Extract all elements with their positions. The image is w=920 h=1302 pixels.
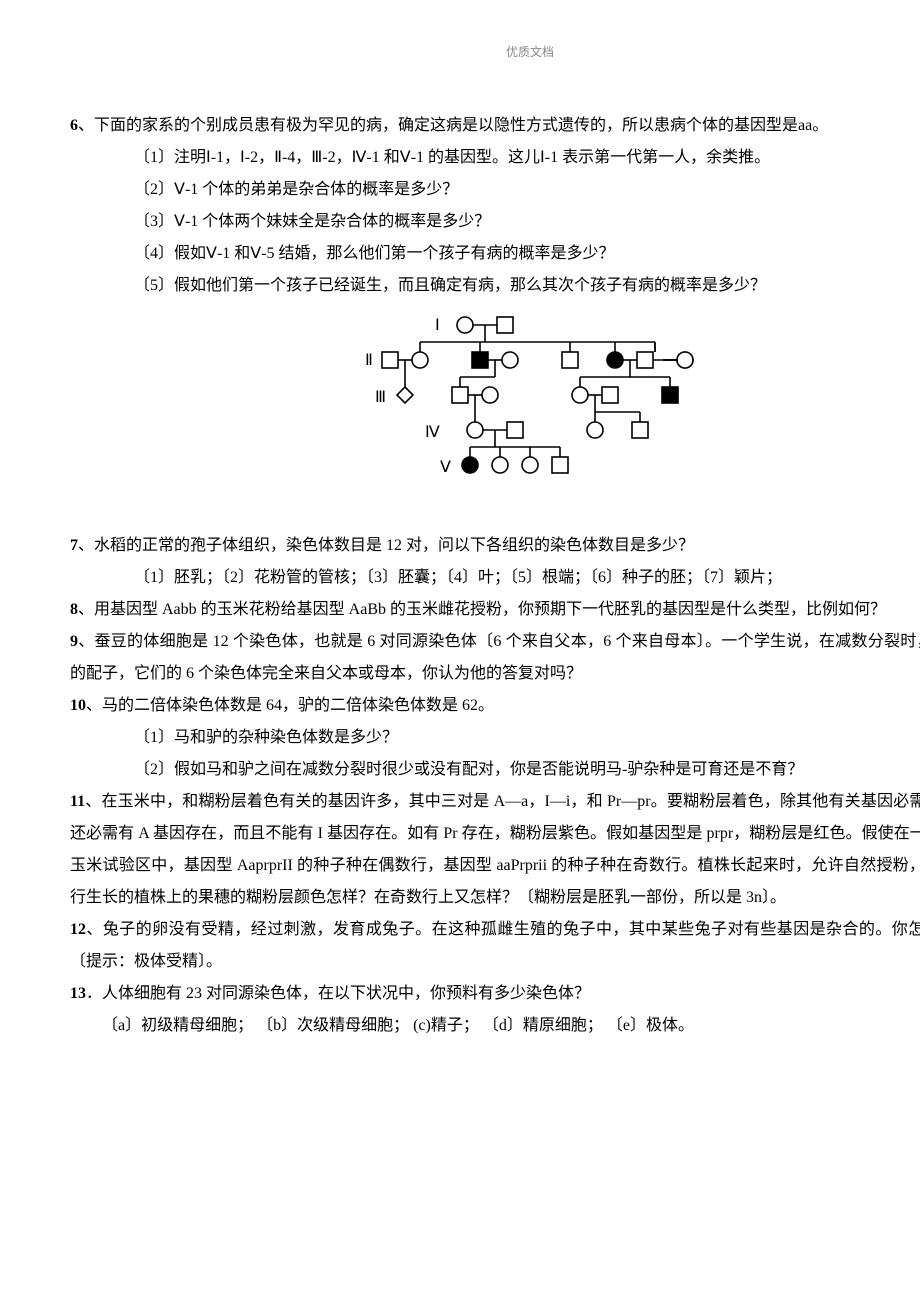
q13-main: 13．人体细胞有 23 对同源染色体，在以下状况中，你预料有多少染色体？ [70,978,920,1010]
iv-3-circle [587,422,603,438]
iii-2-square [452,387,468,403]
q10-sub2: 〔2〕假如马和驴之间在减数分裂时很少或没有配对，你是否能说明马-驴杂种是可育还是… [70,754,920,786]
q13-sub: 〔a〕初级精母细胞； 〔b〕次级精母细胞； (c)精子； 〔d〕精原细胞； 〔e… [70,1010,920,1042]
iii-1-diamond [397,387,413,403]
v-2-circle [492,457,508,473]
q13-text: ．人体细胞有 23 对同源染色体，在以下状况中，你预料有多少染色体？ [86,985,590,1002]
q12-num: 12 [70,921,86,938]
ii-4-circle [502,352,518,368]
gen-2-label: Ⅱ [365,352,373,369]
iv-1-circle [467,422,483,438]
page-header: 优质文档 [70,40,920,64]
gen-3-label: Ⅲ [375,389,386,406]
v-3-circle [522,457,538,473]
iii-5-square [602,387,618,403]
q6-sub3: 〔3〕Ⅴ-1 个体两个妹妹全是杂合体的概率是多少？ [70,206,920,238]
pedigree-svg: Ⅰ Ⅱ Ⅲ Ⅳ [320,310,740,510]
ii-1-square [382,352,398,368]
q7-num: 7 [70,537,78,554]
q6-num: 6 [70,117,78,134]
gen-1-label: Ⅰ [435,317,440,334]
v-1-circle-affected [462,457,478,473]
gen-4-label: Ⅳ [425,424,440,441]
ii-7-square [637,352,653,368]
pedigree-diagram: Ⅰ Ⅱ Ⅲ Ⅳ [70,310,920,522]
iii-4-circle [572,387,588,403]
q9-text: 、蚕豆的体细胞是 12 个染色体，也就是 6 对同源染色体〔6 个来自父本，6 … [70,633,920,682]
i-2-square [497,317,513,333]
q6-sub4: 〔4〕假如Ⅴ-1 和Ⅴ-5 结婚，那么他们第一个孩子有病的概率是多少？ [70,238,920,270]
q7-main: 7、水稻的正常的孢子体组织，染色体数目是 12 对，问以下各组织的染色体数目是多… [70,530,920,562]
ii-5-square [562,352,578,368]
q6-sub2: 〔2〕Ⅴ-1 个体的弟弟是杂合体的概率是多少？ [70,174,920,206]
q6-sub5: 〔5〕假如他们第一个孩子已经诞生，而且确定有病，那么其次个孩子有病的概率是多少？ [70,270,920,302]
q6-text: 、下面的家系的个别成员患有极为罕见的病，确定这病是以隐性方式遗传的，所以患病个体… [78,117,828,134]
q9-num: 9 [70,633,78,650]
q10-num: 10 [70,697,86,714]
q10-text: 、马的二倍体染色体数是 64，驴的二倍体染色体数是 62。 [86,697,494,714]
q10-main: 10、马的二倍体染色体数是 64，驴的二倍体染色体数是 62。 [70,690,920,722]
q6-main: 6、下面的家系的个别成员患有极为罕见的病，确定这病是以隐性方式遗传的，所以患病个… [70,110,920,142]
q7-sub: 〔1〕胚乳；〔2〕花粉管的管核；〔3〕胚囊；〔4〕叶；〔5〕根端；〔6〕种子的胚… [70,562,920,594]
iv-4-square [632,422,648,438]
iii-6-square-affected [662,387,678,403]
q8-text: 、用基因型 Aabb 的玉米花粉给基因型 AaBb 的玉米雌花授粉，你预期下一代… [78,601,886,618]
q9-main: 9、蚕豆的体细胞是 12 个染色体，也就是 6 对同源染色体〔6 个来自父本，6… [70,626,920,690]
v-4-square [552,457,568,473]
i-1-circle [457,317,473,333]
iv-2-square [507,422,523,438]
ii-3-square-affected [472,352,488,368]
ii-2-circle [412,352,428,368]
q8-main: 8、用基因型 Aabb 的玉米花粉给基因型 AaBb 的玉米雌花授粉，你预期下一… [70,594,920,626]
q13-num: 13 [70,985,86,1002]
q6-sub1: 〔1〕注明Ⅰ-1，Ⅰ-2，Ⅱ-4，Ⅲ-2，Ⅳ-1 和Ⅴ-1 的基因型。这儿Ⅰ-1… [70,142,920,174]
q11-text: 、在玉米中，和糊粉层着色有关的基因许多，其中三对是 A—a，I—i，和 Pr—p… [70,793,920,906]
iii-3-circle [482,387,498,403]
gen-5-label: Ⅴ [440,459,451,476]
q11-main: 11、在玉米中，和糊粉层着色有关的基因许多，其中三对是 A—a，I—i，和 Pr… [70,786,920,914]
q7-text: 、水稻的正常的孢子体组织，染色体数目是 12 对，问以下各组织的染色体数目是多少… [78,537,694,554]
q12-main: 12、兔子的卵没有受精，经过刺激，发育成兔子。在这种孤雌生殖的兔子中，其中某些兔… [70,914,920,978]
q10-sub1: 〔1〕马和驴的杂种染色体数是多少？ [70,722,920,754]
ii-9-circle [677,352,693,368]
ii-6-circle-affected [607,352,623,368]
q11-num: 11 [70,793,85,810]
q12-text: 、兔子的卵没有受精，经过刺激，发育成兔子。在这种孤雌生殖的兔子中，其中某些兔子对… [70,921,920,970]
q8-num: 8 [70,601,78,618]
